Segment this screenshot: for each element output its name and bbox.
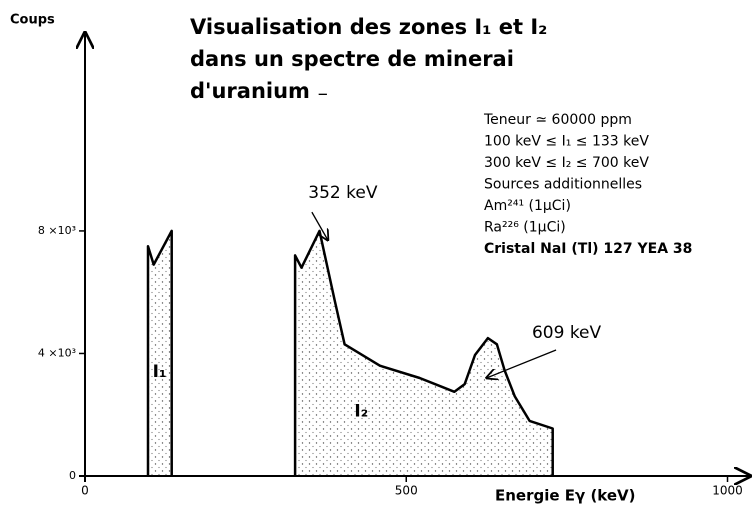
note-line: Ra²²⁶ (1µCi) [484, 220, 566, 236]
annotation-arrow [311, 211, 328, 240]
zone-label: I₁ [153, 362, 167, 382]
zone-label: I₂ [354, 402, 368, 422]
spectrum-line [146, 229, 173, 476]
area-fill [295, 230, 553, 476]
note-line: Sources additionnelles [484, 177, 642, 193]
y-axis-label: Coups [10, 13, 55, 28]
title-line: Visualisation des zones I₁ et I₂ [190, 15, 547, 39]
y-tick-label: 4 ×10³ [38, 346, 76, 359]
note-line: Teneur ≃ 60000 ppm [483, 112, 632, 128]
annotation-arrow [487, 349, 557, 378]
note-line: Cristal NaI (Tl) 127 YEA 38 [484, 241, 692, 257]
note-line: 300 keV ≤ I₂ ≤ 700 keV [484, 155, 649, 171]
area-fill [148, 230, 172, 476]
x-axis-label: Energie Eγ (keV) [495, 487, 636, 505]
title-line: dans un spectre de minerai [190, 47, 514, 71]
x-tick-label: 1000 [712, 484, 743, 498]
annotation-text: 352 keV [308, 183, 378, 203]
spectrum-line [293, 229, 554, 476]
y-tick-label: 8 ×10³ [38, 224, 76, 237]
title-line: d'uranium ₋ [190, 79, 328, 103]
annotation-text: 609 keV [532, 323, 602, 343]
x-tick-label: 0 [81, 484, 89, 498]
note-line: 100 keV ≤ I₁ ≤ 133 keV [484, 134, 649, 150]
y-tick-label: 0 [69, 469, 76, 482]
note-line: Am²⁴¹ (1µCi) [484, 198, 571, 214]
x-tick-label: 500 [395, 484, 418, 498]
